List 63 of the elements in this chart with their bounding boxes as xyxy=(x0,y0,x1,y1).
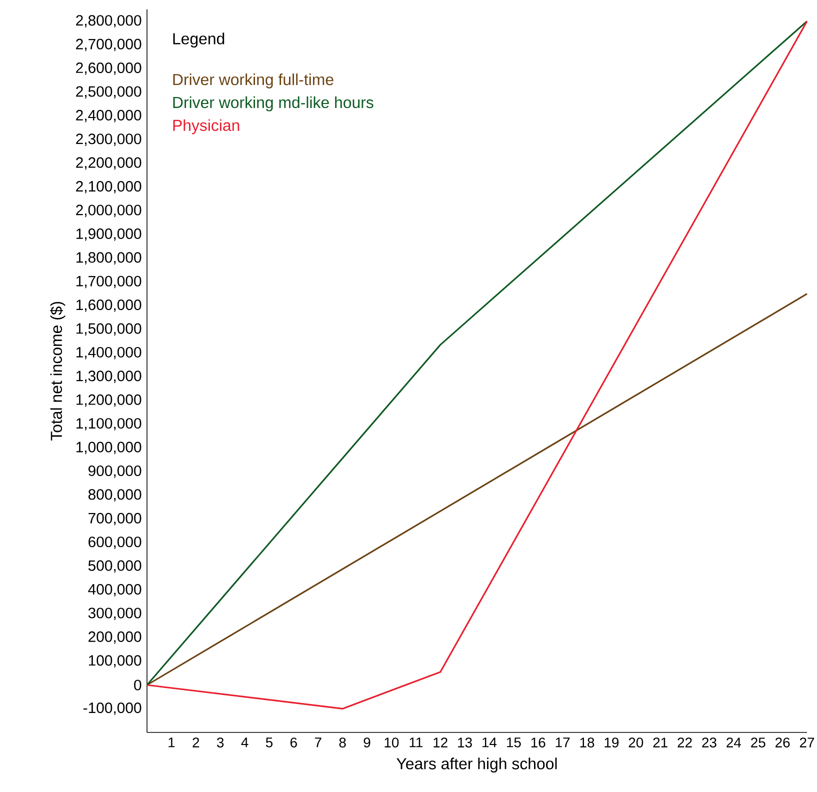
y-tick-label: 1,400,000 xyxy=(76,346,142,360)
y-axis-title: Total net income ($) xyxy=(50,302,66,441)
y-tick-label: 1,300,000 xyxy=(76,370,142,383)
y-tick-label: 0 xyxy=(134,680,142,690)
y-tick-label: 1,900,000 xyxy=(76,228,142,241)
x-tick-label: 5 xyxy=(266,738,273,748)
y-tick-label: 2,300,000 xyxy=(76,134,142,146)
y-tick-label: 2,500,000 xyxy=(76,86,142,99)
x-tick-label: 16 xyxy=(531,738,546,748)
x-tick-label: 6 xyxy=(290,738,297,748)
x-tick-label: 2 xyxy=(192,738,200,748)
y-tick-label: 2,200,000 xyxy=(76,157,142,170)
legend-title: Legend xyxy=(173,32,224,48)
x-tick-label: 4 xyxy=(241,738,248,748)
x-tick-label: 25 xyxy=(751,738,766,748)
x-tick-label: 23 xyxy=(702,738,716,748)
y-tick-label: -100,000 xyxy=(83,702,142,715)
x-tick-label: 11 xyxy=(410,738,422,748)
x-tick-label: 9 xyxy=(364,738,370,748)
y-tick-label: 2,600,000 xyxy=(76,62,142,75)
y-tick-label: 600,000 xyxy=(88,536,142,549)
y-tick-label: 100,000 xyxy=(88,655,142,668)
text: Physician xyxy=(173,119,240,134)
y-tick-label: 2,000,000 xyxy=(76,204,142,218)
x-tick-label: 8 xyxy=(339,738,346,748)
x-tick-label: 1 xyxy=(168,738,175,748)
x-tick-label: 27 xyxy=(800,738,814,748)
y-tick-label: 1,200,000 xyxy=(76,394,142,407)
y-tick-label: 500,000 xyxy=(88,560,142,573)
y-tick-label: 2,100,000 xyxy=(76,181,142,194)
x-tick-label: 24 xyxy=(726,738,742,748)
y-tick-label: 700,000 xyxy=(88,512,142,526)
y-tick-label: 400,000 xyxy=(88,584,142,596)
y-tick-label: 800,000 xyxy=(88,489,142,502)
text: Driver working full-time xyxy=(173,74,334,88)
x-tick-label: 13 xyxy=(458,738,472,748)
y-tick-label: 1,800,000 xyxy=(76,252,142,264)
text: Driver working md-like hours xyxy=(173,96,374,112)
x-tick-label: 20 xyxy=(628,738,644,748)
y-tick-label: 2,400,000 xyxy=(76,110,142,122)
x-tick-label: 7 xyxy=(314,738,322,748)
y-tick-label: 2,700,000 xyxy=(76,38,142,52)
x-tick-label: 14 xyxy=(482,738,497,748)
x-tick-label: 12 xyxy=(434,738,448,748)
x-tick-label: 15 xyxy=(506,738,521,748)
y-tick-label: 1,700,000 xyxy=(76,276,142,288)
x-tick-label: 22 xyxy=(678,738,692,748)
y-tick-label: 1,500,000 xyxy=(76,323,142,336)
y-tick-label: 1,100,000 xyxy=(76,418,142,430)
x-tick-label: 3 xyxy=(216,738,224,748)
x-axis-title: Years after high school xyxy=(396,758,557,772)
y-tick-label: 2,800,000 xyxy=(76,15,142,28)
x-tick-label: 18 xyxy=(580,738,594,748)
x-tick-label: 17 xyxy=(556,738,570,748)
x-tick-label: 26 xyxy=(776,738,790,748)
y-tick-label: 1,000,000 xyxy=(76,442,142,454)
y-tick-label: 300,000 xyxy=(88,608,142,620)
x-tick-label: 19 xyxy=(604,738,619,748)
x-tick-label: 10 xyxy=(384,738,399,748)
x-tick-label: 21 xyxy=(653,738,668,748)
y-tick-label: 1,600,000 xyxy=(76,300,142,312)
y-tick-label: 200,000 xyxy=(88,631,142,644)
y-tick-label: 900,000 xyxy=(88,465,142,478)
